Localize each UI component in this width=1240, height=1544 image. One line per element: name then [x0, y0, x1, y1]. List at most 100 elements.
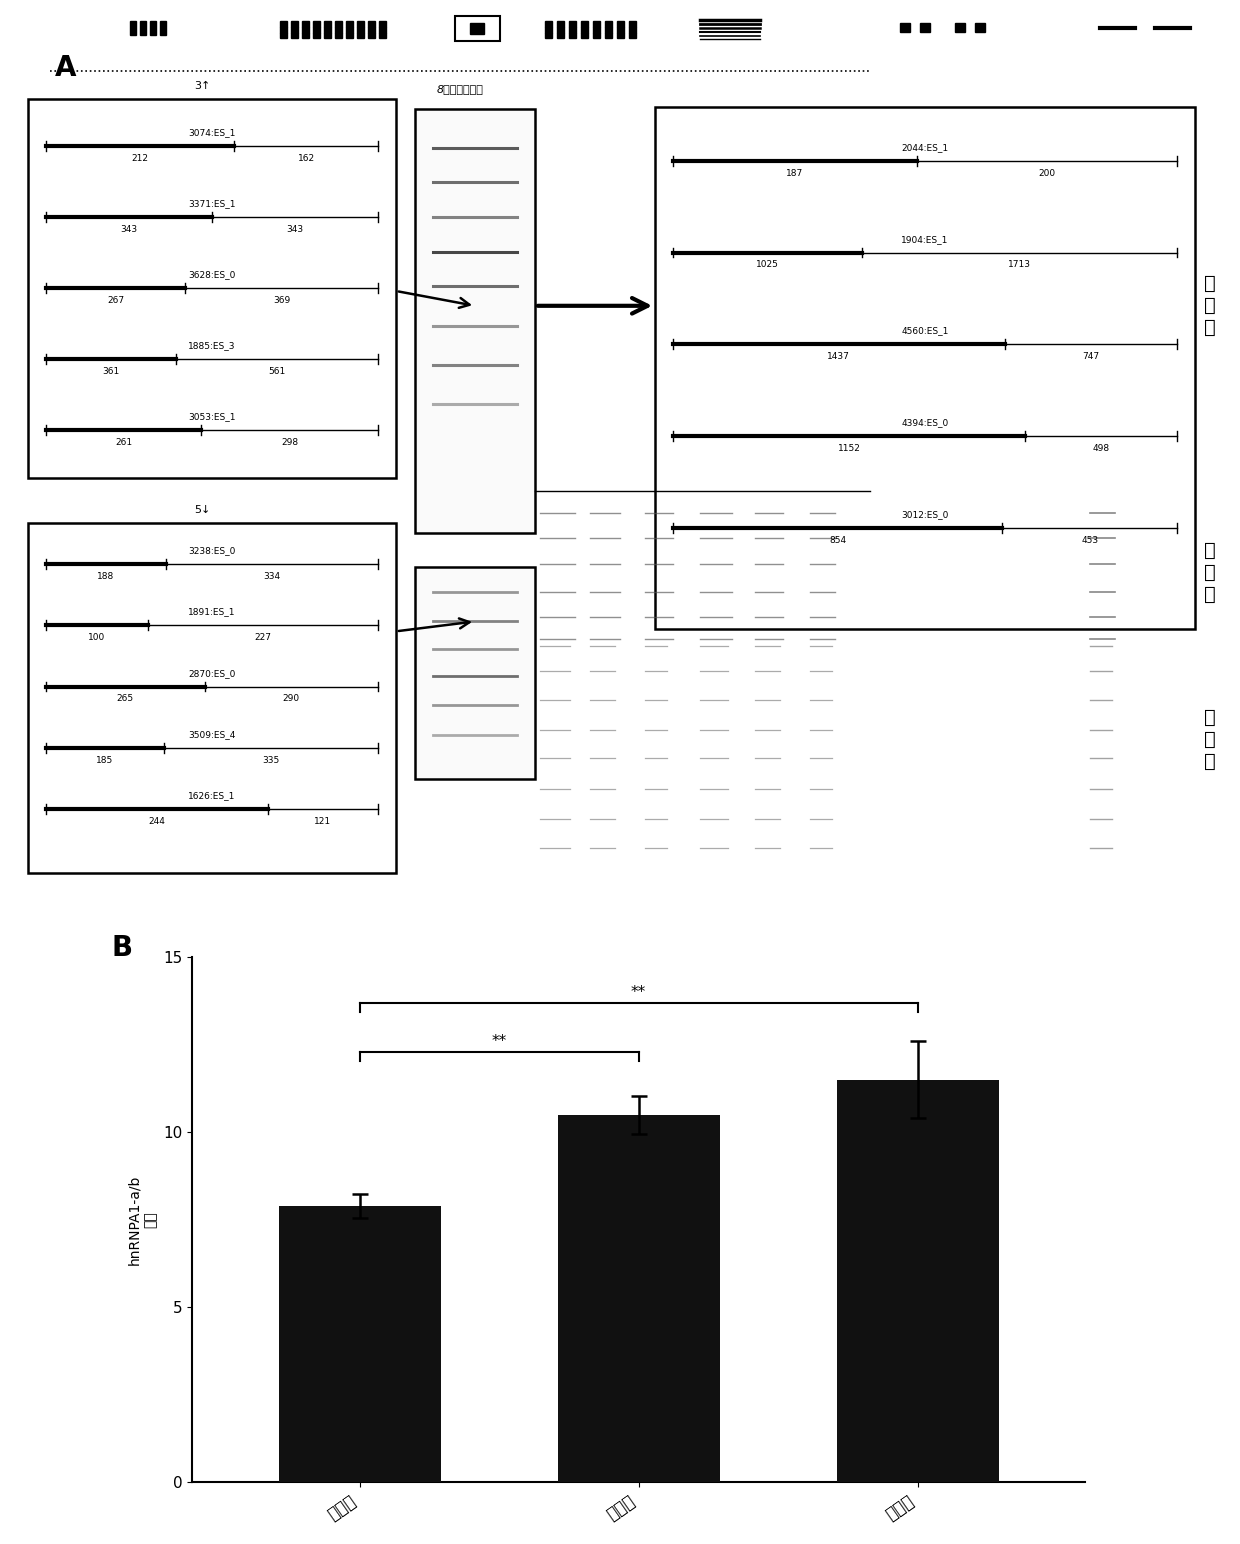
Text: 3509:ES_4: 3509:ES_4 [188, 730, 236, 740]
Bar [324, 20, 331, 26]
Text: B: B [112, 934, 133, 962]
Bar [470, 23, 484, 34]
Bar [629, 26, 636, 32]
Bar [312, 26, 320, 32]
Text: 298: 298 [281, 438, 298, 446]
Bar [280, 20, 286, 26]
Text: 498: 498 [1092, 445, 1110, 452]
Text: 4560:ES_1: 4560:ES_1 [901, 326, 949, 335]
Bar [546, 26, 552, 32]
Bar [346, 20, 353, 26]
Text: 290: 290 [283, 695, 300, 704]
Text: 5↓: 5↓ [193, 505, 211, 514]
Text: 8号外显子状态: 8号外显子状态 [436, 83, 484, 94]
Text: 187: 187 [786, 168, 804, 178]
Bar [837, 1079, 998, 1482]
Bar [303, 32, 309, 39]
Bar [618, 20, 624, 26]
Bar [335, 32, 342, 39]
Bar [335, 20, 342, 26]
Bar [368, 32, 374, 39]
Text: 227: 227 [254, 633, 272, 642]
Bar [303, 26, 309, 32]
Text: 162: 162 [298, 154, 315, 162]
Bar [557, 32, 564, 39]
Text: 3371:ES_1: 3371:ES_1 [188, 199, 236, 208]
Bar [29, 523, 396, 872]
Text: 369: 369 [273, 296, 290, 304]
Text: 1713: 1713 [1008, 261, 1030, 269]
Text: 3628:ES_0: 3628:ES_0 [188, 270, 236, 279]
Bar [605, 32, 613, 39]
Text: 747: 747 [1083, 352, 1100, 361]
Bar [357, 26, 365, 32]
Bar [379, 32, 386, 39]
Bar [303, 20, 309, 26]
Bar [629, 20, 636, 26]
Bar [569, 26, 577, 32]
Bar [655, 107, 1195, 630]
Bar [150, 20, 156, 34]
Bar [975, 23, 985, 31]
Bar [291, 32, 298, 39]
Text: 3↑: 3↑ [193, 80, 211, 91]
Text: 3012:ES_0: 3012:ES_0 [901, 510, 949, 519]
Bar [29, 99, 396, 479]
Bar [558, 1115, 719, 1482]
Text: 334: 334 [263, 573, 280, 581]
Bar [605, 26, 613, 32]
Bar [546, 32, 552, 39]
Text: 1885:ES_3: 1885:ES_3 [188, 341, 236, 350]
Text: 188: 188 [97, 573, 114, 581]
Bar [557, 26, 564, 32]
Bar [368, 26, 374, 32]
Bar [346, 26, 353, 32]
Text: 3074:ES_1: 3074:ES_1 [188, 128, 236, 137]
Bar [629, 32, 636, 39]
Text: 261: 261 [115, 438, 133, 446]
Text: 267: 267 [107, 296, 124, 304]
Bar [291, 20, 298, 26]
Bar [569, 32, 577, 39]
Bar [140, 20, 146, 34]
Text: 1904:ES_1: 1904:ES_1 [901, 235, 949, 244]
Bar [955, 23, 965, 31]
Text: 2044:ES_1: 2044:ES_1 [901, 144, 949, 151]
Text: 1437: 1437 [827, 352, 851, 361]
Y-axis label: hnRNPA1-a/b
比例: hnRNPA1-a/b 比例 [128, 1175, 157, 1265]
Text: 244: 244 [149, 817, 165, 826]
Text: 561: 561 [268, 367, 285, 375]
Bar [280, 26, 286, 32]
Bar [335, 26, 342, 32]
Text: 854: 854 [830, 536, 846, 545]
Text: 1025: 1025 [756, 261, 779, 269]
Bar [455, 15, 500, 42]
Bar [582, 26, 588, 32]
Text: 335: 335 [263, 755, 280, 764]
Bar [546, 20, 552, 26]
Bar [618, 32, 624, 39]
Bar [593, 20, 600, 26]
Text: 343: 343 [286, 225, 304, 233]
Bar [130, 20, 136, 34]
Bar [593, 32, 600, 39]
Text: 100: 100 [88, 633, 105, 642]
Bar [900, 23, 910, 31]
Text: **: ** [631, 985, 646, 1001]
Text: 4394:ES_0: 4394:ES_0 [901, 418, 949, 428]
Text: 212: 212 [131, 154, 149, 162]
Text: **: ** [491, 1034, 507, 1048]
Bar [357, 32, 365, 39]
Text: 121: 121 [315, 817, 331, 826]
Bar [160, 20, 166, 34]
Text: 慢
性
组: 慢 性 组 [1204, 540, 1216, 604]
Text: 453: 453 [1081, 536, 1099, 545]
Bar [279, 1206, 440, 1482]
Bar [280, 32, 286, 39]
Bar [557, 20, 564, 26]
Text: 185: 185 [97, 755, 114, 764]
Text: 343: 343 [120, 225, 138, 233]
Text: 3053:ES_1: 3053:ES_1 [188, 412, 236, 422]
Text: 1152: 1152 [837, 445, 861, 452]
Bar [920, 23, 930, 31]
